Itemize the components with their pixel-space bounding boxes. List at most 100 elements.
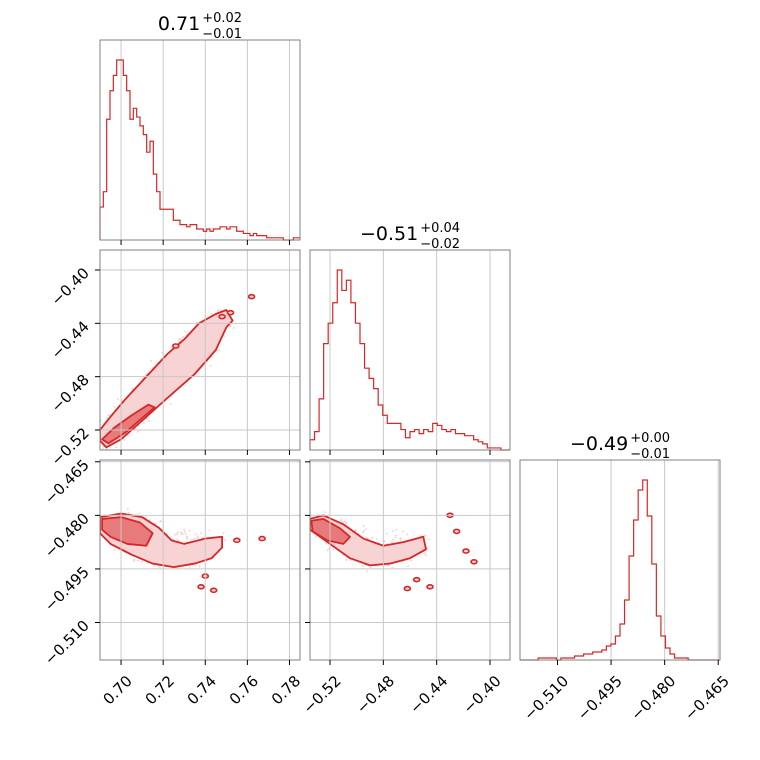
param-2-hist-xtick-label-3: −0.465	[681, 672, 733, 724]
panel-0-1-ytick-label-2: −0.44	[48, 317, 93, 362]
param-2-hist-frame	[519, 459, 721, 661]
panel-0-1-sample-130	[106, 452, 108, 454]
panel-0-1-sample-76	[182, 335, 185, 338]
param-0-hist-frame	[99, 39, 301, 241]
panel-0-2-sample-175	[196, 535, 199, 538]
panel-0-2-sample-18	[192, 538, 195, 541]
panel-0-2-sample-3	[127, 511, 130, 514]
panel-1-2-frame	[309, 459, 511, 661]
panel-0-2-sample-66	[176, 531, 179, 534]
panel-0-1-sample-1	[184, 330, 187, 333]
panel-1-2-sample-240	[376, 537, 379, 540]
panel-1-2-sample-187	[325, 542, 328, 545]
panel-0-2-island-0	[233, 537, 241, 544]
panel-0-2-frame	[99, 459, 301, 661]
panel-1-2-sample-88	[323, 511, 326, 514]
param-2-title-value: −0.49	[570, 433, 628, 455]
panel-0-2-content	[100, 508, 266, 594]
panel-1-2-sample-98	[362, 531, 365, 534]
panel-1-2-sample-90	[391, 530, 394, 533]
panel-0-2-ytick-label-3: −0.465	[41, 456, 93, 508]
panel-1-2-sample-250	[332, 548, 335, 551]
panel-0-2-sample-12	[183, 528, 186, 531]
panel-0-1-sample-186	[127, 434, 130, 437]
panel-0-1-sample-125	[107, 414, 110, 417]
panel-1-2-sample-185	[364, 528, 367, 531]
panel-1-2-sample-151	[362, 525, 365, 528]
panel-1-2-sample-161	[307, 524, 309, 526]
param-2-title-lower-error: −0.01	[630, 447, 670, 462]
panel-1-2-sample-48	[303, 519, 305, 521]
panel-1-2-island-1	[452, 528, 461, 535]
panel-1-2-sample-140	[387, 564, 390, 567]
param-1-hist-frame	[309, 249, 511, 451]
panel-1-2-sample-130	[303, 529, 305, 531]
panel-0-2-sample-259	[148, 519, 151, 522]
panel-1-2-island-3	[470, 558, 478, 565]
panel-1-2-sample-116	[369, 566, 372, 569]
param-2-hist-xtick-label-2: −0.480	[627, 672, 679, 724]
panel-1-2-sample-186	[345, 558, 348, 561]
panel-0-1-ytick-label-3: −0.40	[48, 264, 93, 309]
panel-1-2-sample-237	[366, 570, 369, 573]
panel-0-1-island-1	[226, 309, 235, 316]
panel-0-1-sample-65	[177, 338, 180, 341]
panel-0-2-sample-208	[183, 530, 186, 533]
panel-1-2-sample-135	[427, 538, 430, 541]
panel-0-2-sample-156	[208, 529, 211, 532]
panel-0-1-ytick-label-1: −0.48	[48, 371, 93, 416]
panel-0-2-sample-9	[158, 566, 161, 569]
panel-0-1-sample-167	[145, 373, 148, 376]
panel-0-2	[100, 508, 266, 594]
panel-0-2-sample-54	[185, 532, 188, 535]
panel-0-2-sample-38	[186, 537, 189, 540]
panel-1-2	[303, 511, 478, 592]
panel-0-1-sample-179	[115, 446, 118, 449]
panel-0-2-sample-167	[138, 512, 141, 515]
param-0-histogram	[99, 59, 300, 241]
panel-0-2-xtick-label-2: 0.74	[184, 672, 220, 708]
panel-1-2-sample-179	[345, 521, 348, 524]
panel-0-1-sample-217	[179, 337, 182, 340]
panel-0-1-sample-133	[150, 360, 153, 363]
panel-0-2-sample-32	[140, 560, 143, 563]
panel-0-2-sample-257	[198, 565, 201, 568]
panel-0-1-sample-7	[209, 364, 212, 367]
panel-1-2-sample-4	[361, 565, 364, 568]
param-2-title: −0.49 +0.00	[570, 431, 670, 455]
panel-1-2-xtick-label-0: −0.52	[300, 672, 345, 717]
panel-0-1-sample-102	[229, 324, 232, 327]
panel-1-2-sample-255	[407, 565, 410, 568]
panel-1-2-sample-6	[394, 536, 397, 539]
panel-1-2-sample-210	[371, 536, 374, 539]
param-1-title: −0.51 +0.04	[360, 221, 460, 245]
panel-1-2-sample-181	[423, 552, 426, 555]
panel-0-1-island-0	[218, 313, 226, 320]
panel-0-1-sample-238	[232, 326, 235, 329]
param-1-title-value: −0.51	[360, 223, 418, 245]
panel-0-2-sample-143	[159, 520, 162, 523]
panel-1-2-xtick-label-2: −0.44	[406, 672, 451, 717]
panel-0-1-sample-136	[142, 422, 145, 425]
panel-1-2-sample-137	[391, 538, 394, 541]
param-0-title-lower-error: −0.01	[202, 27, 242, 42]
panel-1-2-sample-73	[395, 528, 398, 531]
panel-1-2-sample-192	[424, 534, 427, 537]
panel-0-2-xtick-label-3: 0.76	[226, 672, 262, 708]
panel-0-2-sample-192	[185, 535, 188, 538]
panel-1-2-island-2	[462, 548, 470, 554]
panel-0-1-island-2	[247, 293, 256, 300]
param-0-title-upper-error: +0.02	[202, 11, 242, 26]
panel-0-1-sample-38	[101, 447, 104, 450]
panel-0-1-sample-119	[97, 428, 99, 430]
panel-0-2-xtick-label-1: 0.72	[142, 672, 178, 708]
panel-0-2-sample-33	[174, 533, 177, 536]
panel-1-2-sample-214	[307, 520, 309, 522]
param-1-title-upper-error: +0.04	[420, 221, 460, 236]
panel-1-2-island-4	[412, 576, 421, 583]
panel-0-1-sample-9	[116, 398, 119, 401]
panel-1-2-content	[303, 511, 478, 592]
panel-1-2-sample-63	[424, 554, 427, 557]
panel-0-1-sample-87	[148, 420, 151, 423]
panel-0-2-sample-80	[194, 533, 197, 536]
